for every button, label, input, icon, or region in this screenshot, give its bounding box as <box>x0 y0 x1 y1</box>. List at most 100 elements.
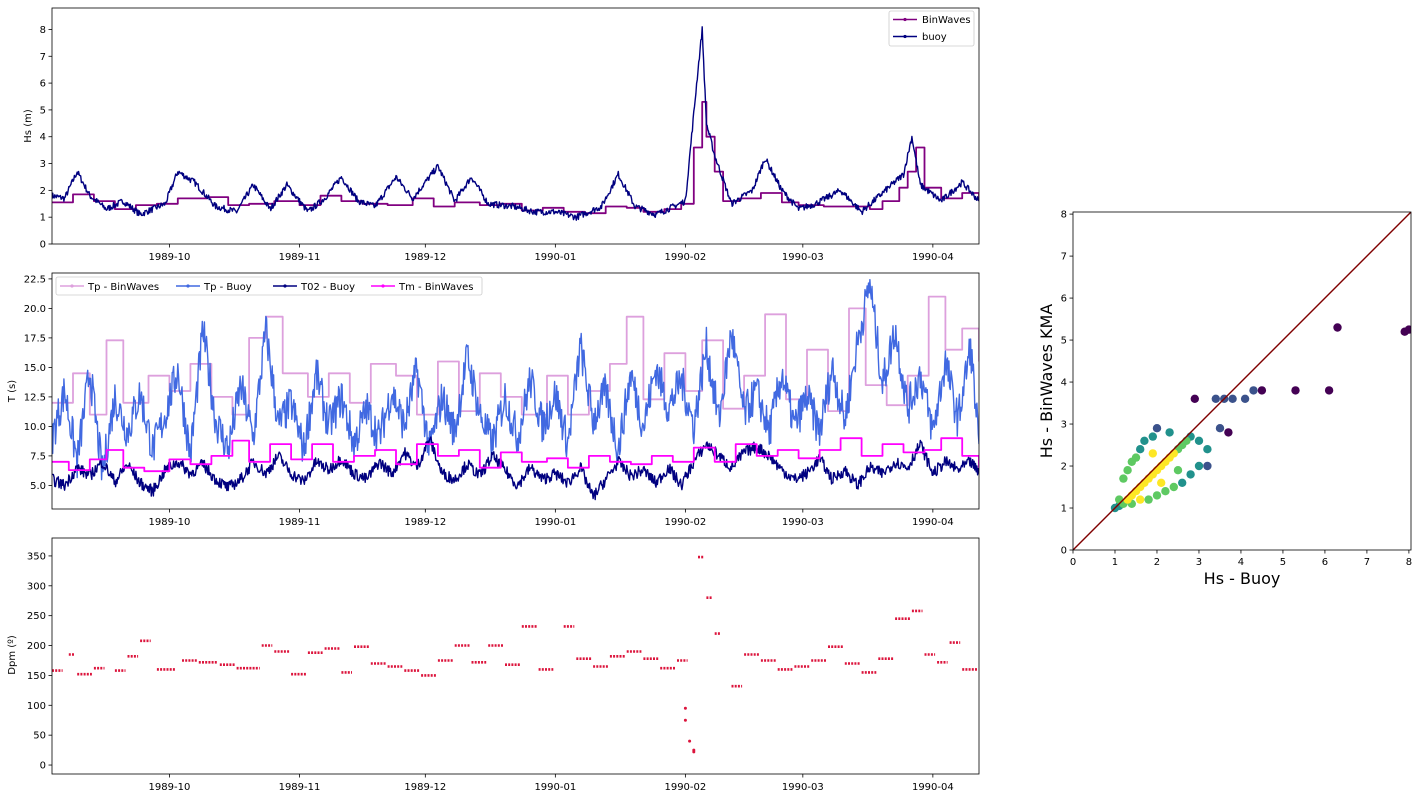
dpm-plot-frame <box>51 537 980 775</box>
scatter-point <box>1203 445 1212 454</box>
ytick-label: 0 <box>40 240 46 251</box>
scatter-point <box>1190 394 1200 403</box>
ytick-label: 100 <box>27 701 46 712</box>
direction-point <box>683 706 687 710</box>
ytick-label: 3 <box>1061 420 1067 431</box>
series-line <box>52 101 979 215</box>
xtick-label: 6 <box>1322 557 1328 568</box>
legend-tm-binwaves: Tm - BinWaves <box>398 282 473 293</box>
ytick-label: 250 <box>27 611 46 622</box>
scatter-point <box>1186 470 1195 479</box>
scatter-point <box>1324 386 1334 395</box>
ytick-label: 0 <box>1061 546 1067 557</box>
scatter-point <box>1119 474 1128 483</box>
ytick-label: 20.0 <box>24 304 46 315</box>
scatter-point <box>1157 478 1166 487</box>
legend-buoy: buoy <box>922 32 947 43</box>
xtick-label: 1990-02 <box>664 517 706 528</box>
scatter-point <box>1152 491 1162 500</box>
xtick-label: 4 <box>1238 557 1244 568</box>
scatter-point <box>1203 461 1212 471</box>
scatter-point <box>1215 424 1225 433</box>
ytick-label: 12.5 <box>24 392 46 403</box>
scatter-point <box>1148 449 1158 458</box>
xtick-label: 1989-10 <box>149 517 191 528</box>
scatter-point <box>1194 461 1204 471</box>
xtick-label: 1989-10 <box>149 252 191 263</box>
dpm-ylabel: Dpm (º) <box>7 635 18 675</box>
scatter-point <box>1131 453 1141 462</box>
scatter-point <box>1148 432 1158 441</box>
scatter-ylabel: Hs - BinWaves KMA <box>1037 304 1056 459</box>
t-ylabel: T (s) <box>7 380 18 403</box>
scatter-point <box>1161 487 1170 496</box>
t-plot-frame <box>51 272 980 510</box>
ytick-label: 7 <box>1061 252 1067 263</box>
scatter-xlabel: Hs - Buoy <box>1204 569 1281 588</box>
scatter-point <box>1224 428 1233 437</box>
ytick-label: 200 <box>27 641 46 652</box>
direction-timeseries-panel: Dpm (º) 0 50 100 150 200 250 300 350 1989-10 1989… <box>7 537 980 793</box>
ytick-label: 1 <box>40 213 46 224</box>
ytick-label: 7.5 <box>30 451 46 462</box>
scatter-point <box>1228 394 1237 403</box>
xtick-label: 1990-02 <box>664 252 706 263</box>
period-timeseries-panel: T (s) 5.0 7.5 10.0 12.5 15.0 17.5 20.0 22.5 1989… <box>7 272 980 528</box>
scatter-point <box>1123 466 1132 475</box>
scatter-point <box>1211 394 1221 403</box>
legend-tp-binwaves: Tp - BinWaves <box>87 282 159 293</box>
identity-line <box>1073 212 1411 550</box>
xtick-label: 1989-11 <box>279 252 321 263</box>
xtick-label: 1989-12 <box>404 517 446 528</box>
ytick-label: 22.5 <box>24 274 46 285</box>
xtick-label: 1990-03 <box>782 252 824 263</box>
legend-binwaves: BinWaves <box>922 15 971 26</box>
ytick-label: 6 <box>40 79 46 90</box>
xtick-label: 7 <box>1364 557 1370 568</box>
scatter-point <box>1152 424 1162 433</box>
xtick-label: 1990-01 <box>534 517 576 528</box>
xtick-label: 2 <box>1154 557 1160 568</box>
ytick-label: 6 <box>1061 294 1067 305</box>
hs-ylabel: Hs (m) <box>23 109 34 143</box>
ytick-label: 5 <box>40 105 46 116</box>
ytick-label: 7 <box>40 52 46 63</box>
ytick-label: 15.0 <box>24 363 46 374</box>
scatter-point <box>1240 394 1250 403</box>
ytick-label: 5 <box>1061 336 1067 347</box>
hs-timeseries-panel: Hs (m) 0 1 2 3 4 5 6 7 8 1989-10 1989-11 1989-12 199… <box>23 7 980 263</box>
scatter-point <box>1178 478 1187 487</box>
xtick-label: 1990-03 <box>782 517 824 528</box>
scatter-point <box>1140 436 1149 445</box>
scatter-point <box>1400 327 1409 336</box>
xtick-label: 1989-11 <box>279 517 321 528</box>
scatter-point <box>1257 386 1267 395</box>
xtick-label: 1990-02 <box>664 782 706 793</box>
scatter-point <box>1144 495 1153 504</box>
ytick-label: 350 <box>27 551 46 562</box>
series-line <box>52 295 979 416</box>
xtick-label: 8 <box>1406 557 1412 568</box>
ytick-label: 5.0 <box>30 481 46 492</box>
xtick-label: 1989-11 <box>279 782 321 793</box>
scatter-point <box>1173 466 1183 475</box>
legend-t02-buoy: T02 - Buoy <box>300 282 355 293</box>
ytick-label: 150 <box>27 671 46 682</box>
scatter-point <box>1144 474 1153 483</box>
hs-plot-frame <box>51 7 980 245</box>
hs-scatter-panel: 0 1 2 3 4 5 6 7 8 0 1 2 3 4 5 6 7 8 Hs - Buoy Hs - BinWav… <box>1037 210 1412 588</box>
ytick-label: 4 <box>40 132 46 143</box>
xtick-label: 1990-04 <box>912 517 954 528</box>
ytick-label: 10.0 <box>24 422 46 433</box>
xtick-label: 1990-03 <box>782 782 824 793</box>
xtick-label: 1 <box>1112 557 1118 568</box>
hs-legend: BinWaves buoy <box>888 10 975 47</box>
xtick-label: 5 <box>1280 557 1286 568</box>
ytick-label: 1 <box>1061 504 1067 515</box>
ytick-label: 4 <box>1061 378 1067 389</box>
ytick-label: 50 <box>33 731 46 742</box>
xtick-label: 1989-12 <box>404 252 446 263</box>
xtick-label: 1990-04 <box>912 252 954 263</box>
ytick-label: 2 <box>1061 462 1067 473</box>
